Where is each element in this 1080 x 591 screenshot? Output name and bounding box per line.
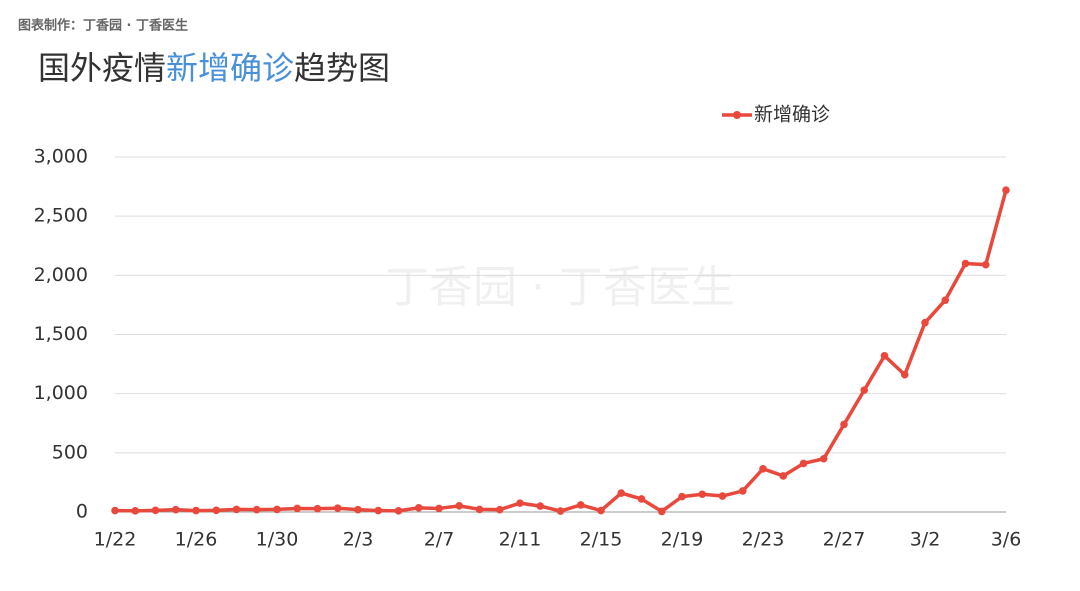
data-point: [273, 505, 281, 514]
data-point: [252, 505, 261, 514]
data-point: [617, 489, 626, 497]
y-tick-label: 500: [52, 441, 88, 463]
x-tick-label: 2/19: [661, 529, 704, 551]
data-point: [192, 506, 200, 515]
data-point: [212, 506, 221, 515]
data-point: [678, 492, 686, 501]
data-point: [516, 499, 524, 507]
data-point: [941, 296, 950, 304]
chart-title: 国外疫情新增确诊趋势图: [38, 49, 390, 87]
data-point: [414, 504, 423, 512]
data-point: [840, 420, 848, 429]
data-point: [455, 502, 464, 510]
data-point: [111, 506, 119, 515]
plot: 0 500 1,000 1,500 2,000 2,500 3,000 1/22 1/26 1/3…: [34, 104, 1022, 551]
data-point: [151, 506, 160, 515]
y-tick-label: 3,000: [34, 146, 88, 168]
data-point: [576, 501, 585, 509]
title-part: 新增确诊: [166, 49, 294, 87]
data-point: [597, 506, 605, 515]
legend-marker: [733, 111, 741, 119]
data-point: [779, 472, 788, 480]
y-tick-label: 1,500: [34, 323, 88, 345]
y-tick-label: 2,000: [34, 264, 88, 286]
x-tick-label: 2/15: [580, 529, 623, 551]
data-point: [232, 505, 241, 514]
data-point: [354, 505, 362, 514]
data-point: [961, 259, 970, 268]
x-tick-label: 1/22: [94, 529, 137, 551]
data-point: [333, 504, 342, 513]
data-point: [536, 502, 545, 510]
data-point: [171, 505, 180, 514]
x-tick-label: 3/6: [991, 529, 1022, 551]
data-point: [718, 492, 727, 500]
x-tick-label: 2/11: [499, 529, 542, 551]
x-tick-label: 2/3: [343, 529, 374, 551]
data-point: [880, 352, 889, 360]
data-point: [900, 370, 909, 379]
x-tick-label: 3/2: [910, 529, 941, 551]
title-part: 趋势图: [294, 49, 390, 87]
data-point: [495, 505, 504, 514]
data-point: [698, 490, 707, 499]
x-tick-label: 1/30: [256, 529, 299, 551]
data-point: [293, 504, 302, 513]
data-point: [759, 465, 767, 473]
data-point: [657, 507, 666, 516]
data-point: [981, 260, 990, 269]
data-point: [799, 459, 808, 468]
title-part: 国外疫情: [38, 49, 166, 87]
watermark: 丁香园 · 丁香医生: [385, 262, 735, 313]
data-point: [637, 495, 646, 503]
y-tick-label: 1,000: [34, 382, 88, 404]
x-tick-label: 2/27: [823, 529, 866, 551]
data-point: [819, 454, 828, 463]
x-tick-label: 2/23: [742, 529, 785, 551]
data-point: [475, 505, 484, 514]
data-point: [860, 386, 869, 394]
data-point: [374, 506, 383, 515]
data-point: [556, 507, 565, 515]
data-point: [435, 504, 443, 513]
data-point: [313, 504, 322, 513]
legend-label: 新增确诊: [754, 104, 830, 126]
y-tick-label: 0: [76, 501, 88, 523]
x-tick-label: 2/7: [424, 529, 455, 551]
x-tick-label: 1/26: [175, 529, 218, 551]
data-point: [738, 487, 747, 495]
data-point: [131, 507, 140, 515]
y-tick-label: 2,500: [34, 205, 88, 227]
data-point: [921, 318, 929, 327]
source: 图表制作：丁香园 · 丁香医生: [18, 18, 188, 34]
data-point: [1002, 186, 1010, 194]
data-point: [394, 507, 403, 515]
